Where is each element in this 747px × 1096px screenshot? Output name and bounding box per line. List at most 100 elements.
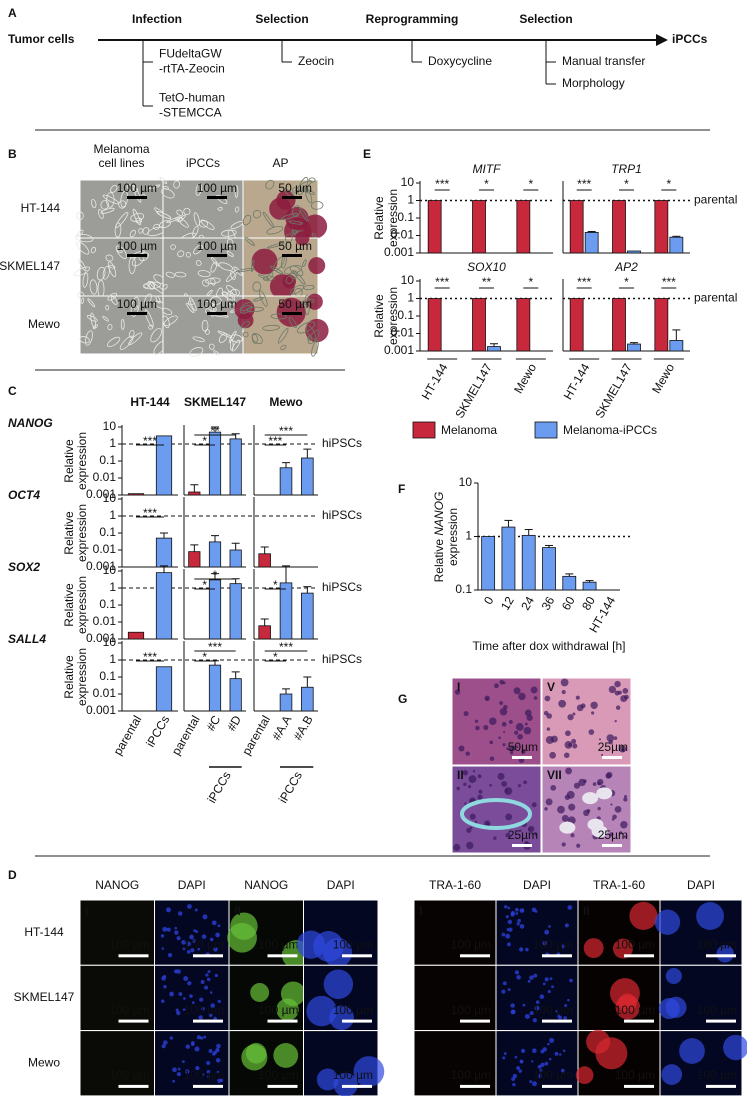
scale-bar (602, 844, 622, 847)
scale-bar (207, 254, 227, 257)
signal (183, 997, 186, 1000)
signal (172, 1080, 175, 1083)
nucleus (568, 804, 575, 811)
signal (504, 905, 507, 908)
column-header: DAPI (523, 878, 551, 892)
nucleus (470, 814, 476, 820)
error-bar (190, 485, 198, 492)
nucleus (518, 784, 521, 787)
step-item: Zeocin (298, 54, 334, 68)
signal (532, 1048, 537, 1053)
signal (525, 1014, 530, 1019)
y-tick-label: 10 (459, 475, 473, 489)
signal (195, 930, 198, 933)
signal (569, 979, 573, 983)
signal (297, 931, 325, 959)
row-label: SKMEL147 (14, 990, 75, 1004)
scale-bar (119, 1020, 149, 1023)
error-bar (282, 566, 290, 583)
y-tick-label: 0.1 (397, 308, 414, 322)
significance-label: * (202, 578, 207, 592)
nucleus (470, 826, 473, 829)
nucleus (545, 696, 551, 702)
scale-label: 100 µm (258, 937, 298, 951)
nucleus (490, 756, 495, 761)
scale-label: 100 µm (258, 1068, 298, 1082)
scale-bar (706, 1020, 736, 1023)
scale-label: 100 µm (533, 1068, 573, 1082)
x-tick-label: parental (169, 713, 203, 758)
y-axis-label: expression (75, 648, 89, 706)
nucleus (499, 701, 503, 705)
scale-bar (542, 1020, 572, 1023)
bar (428, 299, 441, 352)
signal (203, 1036, 206, 1039)
bar (670, 237, 683, 253)
y-tick-label: 1 (109, 580, 116, 594)
step-item: -rtTA-Zeocin (159, 62, 225, 76)
image-numeral: II (457, 768, 464, 782)
scale-label: 100 µm (258, 1003, 298, 1017)
nucleus (572, 744, 577, 749)
signal (510, 1003, 514, 1007)
signal (167, 928, 171, 932)
y-tick-label: 0.01 (93, 614, 117, 628)
scale-bar (207, 196, 227, 199)
signal (177, 1072, 181, 1076)
scale-label: 100 µm (109, 937, 149, 951)
nucleus (531, 687, 538, 694)
error-bar (282, 689, 290, 694)
step-item: Manual transfer (562, 54, 645, 68)
scale-label: 100 µm (109, 1068, 149, 1082)
x-tick-label: #A.A (269, 713, 294, 743)
scale-label: 100 µm (697, 937, 737, 951)
nucleus (615, 720, 617, 722)
y-tick-label: 10 (401, 273, 415, 287)
group-header: Mewo (269, 395, 302, 409)
bar (230, 679, 241, 711)
signal (175, 927, 178, 930)
nucleus (589, 729, 595, 735)
y-tick-label: 1 (109, 508, 116, 522)
gene-title: SOX10 (467, 260, 506, 274)
bar (517, 299, 530, 352)
y-tick-label: 0.01 (93, 470, 117, 484)
scale-bar (282, 196, 302, 199)
signal (517, 919, 521, 923)
nucleus (469, 775, 477, 783)
reference-label: parental (694, 193, 737, 207)
scale-label: 100 µm (197, 239, 237, 253)
y-axis-label: expression (75, 504, 89, 562)
bar (209, 542, 220, 567)
signal (174, 930, 178, 934)
x-tick-label: #C (204, 713, 224, 734)
condition-label: II (234, 904, 241, 918)
scale-label: 100 µm (184, 1003, 224, 1017)
nucleus (618, 691, 622, 695)
significance-label: *** (435, 275, 449, 289)
scale-bar (268, 954, 298, 957)
nucleus (597, 779, 603, 785)
nucleus (477, 795, 482, 800)
group-header: HT-144 (130, 395, 170, 409)
error-bar (211, 536, 219, 542)
bar (189, 552, 200, 567)
step-title: Selection (519, 12, 572, 26)
nucleus (576, 696, 580, 700)
bar (473, 201, 486, 254)
nucleus (503, 681, 506, 684)
signal (533, 1018, 537, 1022)
significance-label: *** (143, 650, 157, 664)
signal (521, 909, 524, 912)
signal (549, 1038, 554, 1043)
signal (200, 1036, 203, 1039)
scale-bar (542, 1085, 572, 1088)
scale-label: 100 µm (333, 1068, 373, 1082)
signal (507, 942, 511, 946)
x-tick-label: #D (224, 713, 244, 734)
nucleus (558, 700, 566, 708)
error-bar (232, 672, 240, 679)
structure (559, 822, 575, 834)
y-tick-label: 1 (465, 529, 472, 543)
